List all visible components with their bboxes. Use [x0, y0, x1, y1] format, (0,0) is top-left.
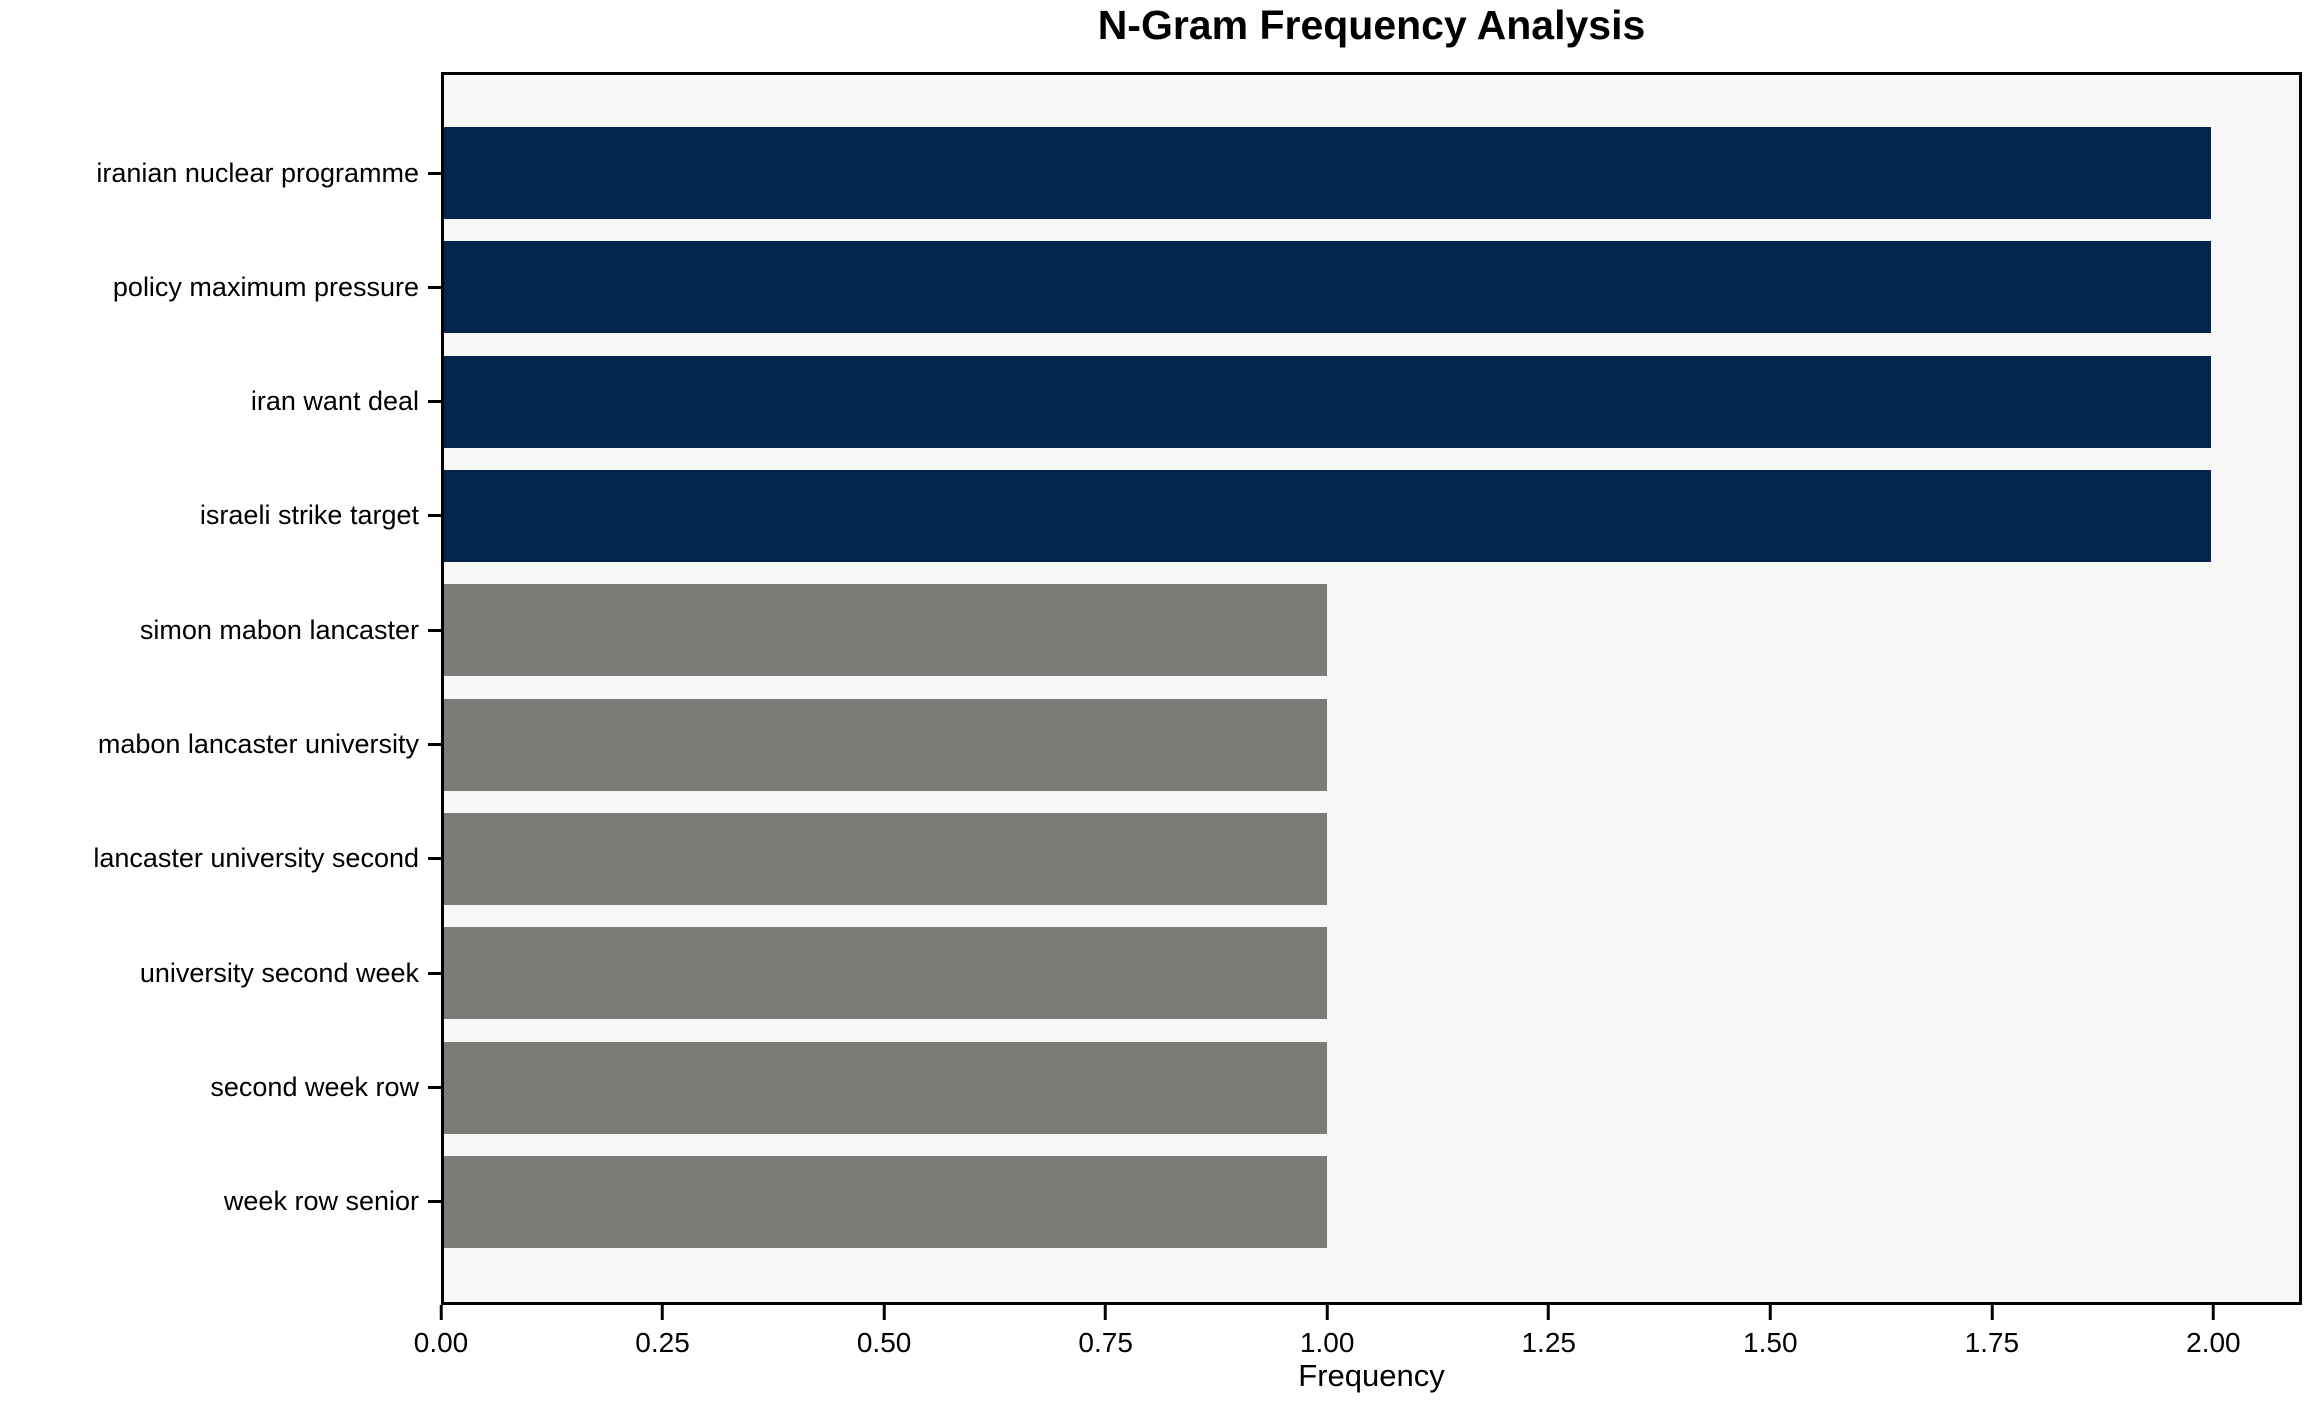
y-tick-label: week row senior	[223, 1186, 419, 1217]
bar	[444, 812, 1328, 905]
bar-row	[444, 1041, 2299, 1134]
x-tick-label: 0.00	[413, 1327, 469, 1358]
x-tick-mark	[439, 1305, 443, 1320]
x-tick-mark	[1325, 1305, 1329, 1320]
x-axis: 0.00 0.25 0.50 0.75 1.00 1.25 1.50 1.75 2.00	[414, 1305, 2302, 1375]
y-tick-label: iran want deal	[250, 386, 419, 417]
x-tick-label: 1.00	[1299, 1327, 1355, 1358]
x-tick-mark	[1547, 1305, 1551, 1320]
plot-area	[441, 72, 2302, 1305]
bar-row	[444, 698, 2299, 791]
x-tick-mark	[1990, 1305, 1994, 1320]
y-tick: second week row	[0, 1042, 441, 1134]
bar	[444, 241, 2211, 334]
bar	[444, 469, 2211, 562]
y-tick: iranian nuclear programme	[0, 127, 441, 219]
bar-row	[444, 241, 2299, 334]
y-tick-mark	[428, 857, 441, 861]
y-tick-label: iranian nuclear programme	[96, 157, 419, 188]
x-tick: 1.50	[1743, 1305, 1798, 1359]
x-tick: 2.00	[2186, 1305, 2241, 1359]
y-tick-label: mabon lancaster university	[97, 729, 419, 760]
x-tick-label: 1.50	[1743, 1327, 1798, 1358]
bar	[444, 355, 2211, 448]
x-tick: 0.75	[1078, 1305, 1133, 1359]
x-tick: 0.00	[413, 1305, 469, 1359]
y-tick-label: israeli strike target	[199, 500, 419, 531]
x-tick: 1.00	[1299, 1305, 1355, 1359]
x-tick-mark	[1104, 1305, 1108, 1320]
bar-row	[444, 355, 2299, 448]
y-tick: university second week	[0, 927, 441, 1019]
bar	[444, 584, 1328, 677]
y-tick-label: policy maximum pressure	[112, 271, 419, 302]
y-tick: mabon lancaster university	[0, 699, 441, 791]
bar-row	[444, 927, 2299, 1020]
y-tick-label: second week row	[210, 1072, 419, 1103]
y-tick-mark	[428, 628, 441, 632]
y-tick: iran want deal	[0, 356, 441, 448]
bar-row	[444, 1155, 2299, 1248]
x-tick: 0.25	[635, 1305, 690, 1359]
y-tick-label: lancaster university second	[93, 843, 419, 874]
bar-row	[444, 584, 2299, 677]
x-tick: 1.25	[1521, 1305, 1576, 1359]
bar	[444, 1041, 1328, 1134]
y-tick: israeli strike target	[0, 470, 441, 562]
y-tick-mark	[428, 1200, 441, 1204]
y-tick: simon mabon lancaster	[0, 584, 441, 676]
y-tick-mark	[428, 400, 441, 404]
bar-row	[444, 812, 2299, 905]
bar-row	[444, 469, 2299, 562]
x-tick-label: 1.75	[1964, 1327, 2020, 1358]
y-tick-mark	[428, 743, 441, 747]
x-tick-label: 0.50	[856, 1327, 912, 1358]
bar	[444, 927, 1328, 1020]
bar	[444, 698, 1328, 791]
x-tick-label: 0.25	[635, 1327, 690, 1358]
y-tick: week row senior	[0, 1156, 441, 1248]
y-tick: policy maximum pressure	[0, 241, 441, 333]
x-tick: 1.75	[1964, 1305, 2020, 1359]
bar-row	[444, 127, 2299, 219]
chart-title: N-Gram Frequency Analysis	[1097, 2, 1646, 48]
y-tick-mark	[428, 971, 441, 975]
y-tick-mark	[428, 514, 441, 518]
y-axis: iranian nuclear programme policy maximum …	[0, 72, 441, 1305]
y-tick-mark	[428, 171, 441, 175]
x-tick-label: 1.25	[1521, 1327, 1576, 1358]
bar	[444, 127, 2211, 219]
x-tick-mark	[882, 1305, 886, 1320]
x-tick: 0.50	[856, 1305, 912, 1359]
x-tick-mark	[1768, 1305, 1772, 1320]
x-axis-label: Frequency	[1298, 1358, 1445, 1393]
x-tick-label: 0.75	[1078, 1327, 1133, 1358]
y-tick: lancaster university second	[0, 813, 441, 905]
y-tick-label: university second week	[139, 957, 419, 988]
y-tick-label: simon mabon lancaster	[139, 614, 419, 645]
y-tick-mark	[428, 285, 441, 289]
x-tick-label: 2.00	[2186, 1327, 2241, 1358]
x-tick-mark	[2211, 1305, 2215, 1320]
y-tick-mark	[428, 1086, 441, 1090]
bar	[444, 1155, 1328, 1248]
x-tick-mark	[661, 1305, 665, 1320]
